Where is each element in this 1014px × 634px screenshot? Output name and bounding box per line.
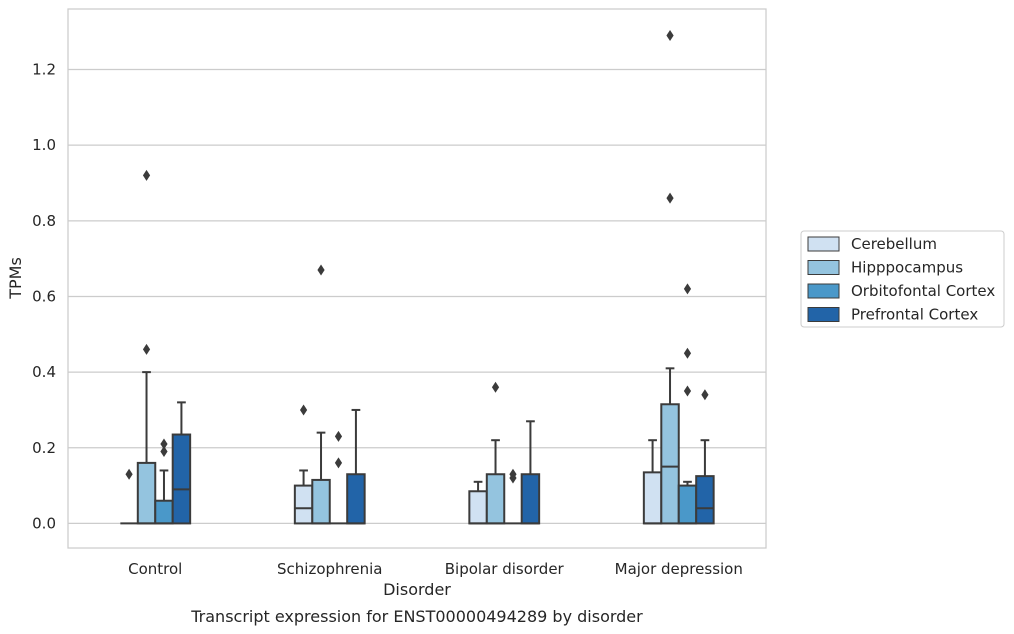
outlier-point <box>125 468 133 480</box>
outlier-point <box>683 283 692 295</box>
y-tick-label: 0.4 <box>32 363 56 381</box>
box-cerebellum-3 <box>642 439 663 525</box>
box-cerebellum-2 <box>468 480 488 525</box>
outlier-point <box>701 389 709 401</box>
box-orbitofontal-cortex-0 <box>154 438 174 525</box>
legend-label: Prefrontal Cortex <box>851 306 978 324</box>
outlier-point <box>683 385 692 397</box>
y-tick-label: 0.8 <box>32 212 56 230</box>
outlier-point <box>142 169 151 181</box>
x-tick-label: Bipolar disorder <box>445 560 565 578</box>
box-body <box>695 475 715 525</box>
legend-swatch <box>807 236 840 252</box>
box-body <box>171 433 192 525</box>
box-prefrontal-cortex-0 <box>171 401 192 525</box>
box-hipppocampus-0 <box>136 169 157 525</box>
x-tick-labels: Control Schizophrenia Bipolar disorder Majo… <box>128 560 743 578</box>
x-tick-label: Schizophrenia <box>277 560 382 578</box>
box-body <box>485 473 506 525</box>
x-axis-label: Disorder <box>383 580 451 599</box>
box-prefrontal-cortex-1 <box>346 408 366 525</box>
plot-frame <box>67 8 767 549</box>
box-body <box>468 490 488 525</box>
legend-label: Orbitofontal Cortex <box>851 282 995 300</box>
box-body <box>154 499 174 525</box>
box-prefrontal-cortex-3 <box>695 389 715 525</box>
outlier-point <box>683 347 692 359</box>
outlier-point <box>509 468 517 480</box>
legend-label: Cerebellum <box>851 235 937 253</box>
outlier-point <box>160 446 168 458</box>
box-cerebellum-0 <box>120 468 138 525</box>
legend-swatch <box>807 283 840 299</box>
box-body <box>677 484 698 525</box>
y-tick-label: 1.2 <box>32 61 56 79</box>
legend-swatch <box>807 307 840 322</box>
y-axis-label: TPMs <box>6 257 25 300</box>
outlier-point <box>334 430 343 442</box>
legend-frame <box>800 230 1005 328</box>
legend-label: Hipppocampus <box>851 259 963 277</box>
box-body <box>136 461 157 525</box>
box-hipppocampus-1 <box>311 264 331 525</box>
legend: Cerebellum Hipppocampus Orbitofontal Corte… <box>800 230 1005 328</box>
figure-caption: Transcript expression for ENST0000049428… <box>190 607 643 626</box>
box-body <box>293 484 314 525</box>
box-groups <box>120 29 715 525</box>
box-hipppocampus-2 <box>485 381 506 525</box>
x-tick-label: Major depression <box>615 560 743 578</box>
outlier-point <box>491 381 500 393</box>
box-orbitofontal-cortex-3 <box>677 283 698 525</box>
box-hipppocampus-3 <box>660 29 680 525</box>
x-tick-label: Control <box>128 560 182 578</box>
box-prefrontal-cortex-2 <box>520 420 541 525</box>
box-body <box>660 403 680 525</box>
outlier-point <box>299 404 308 416</box>
legend-swatch <box>807 260 840 275</box>
y-tick-label: 1.0 <box>32 136 56 154</box>
box-body <box>346 473 366 525</box>
outlier-point <box>666 192 674 204</box>
outlier-point <box>142 343 151 355</box>
outlier-point <box>317 264 325 276</box>
y-tick-label: 0.2 <box>32 439 56 457</box>
box-cerebellum-1 <box>293 404 314 525</box>
y-tick-labels: 0.0 0.2 0.4 0.6 0.8 1.0 1.2 <box>32 61 56 533</box>
outlier-point <box>666 29 674 41</box>
outlier-point <box>334 457 343 469</box>
box-orbitofontal-cortex-1 <box>329 430 348 525</box>
box-body <box>311 478 331 525</box>
y-tick-label: 0.6 <box>32 287 56 305</box>
box-orbitofontal-cortex-2 <box>504 468 522 525</box>
box-body <box>642 471 663 525</box>
y-tick-label: 0.0 <box>32 514 56 532</box>
box-body <box>520 473 541 525</box>
outlier-point <box>160 438 168 450</box>
